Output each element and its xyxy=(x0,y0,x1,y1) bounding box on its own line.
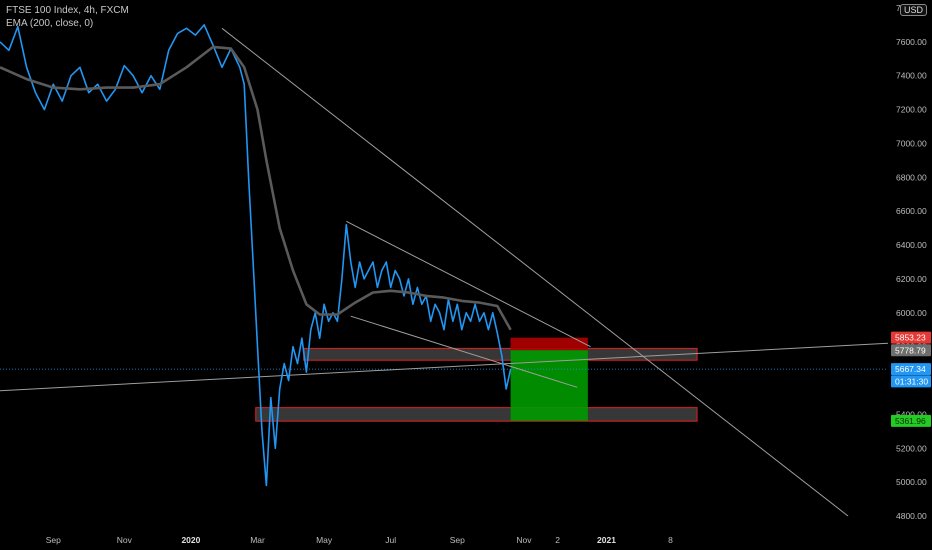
y-tick-label: 7000.00 xyxy=(896,138,927,148)
currency-badge[interactable]: USD xyxy=(899,4,927,16)
x-tick-label: 8 xyxy=(668,535,673,545)
price-tag-label: 5778.79 xyxy=(895,345,926,355)
price-tag-label: 5667.34 xyxy=(895,364,926,374)
price-tag[interactable] xyxy=(891,344,931,357)
x-tick-label: Nov xyxy=(117,535,133,545)
y-tick-label: 6400.00 xyxy=(896,240,927,250)
y-tick-label: 4800.00 xyxy=(896,511,927,521)
y-tick-label: 6200.00 xyxy=(896,274,927,284)
x-tick-label: Mar xyxy=(250,535,265,545)
x-tick-label: May xyxy=(316,535,333,545)
y-tick-label: 6000.00 xyxy=(896,308,927,318)
indicator-title[interactable]: EMA (200, close, 0) xyxy=(6,18,94,29)
chart-legend: FTSE 100 Index, 4h, FXCM EMA (200, close… xyxy=(6,4,129,30)
x-tick-label: Sep xyxy=(46,535,61,545)
trendline-3[interactable] xyxy=(346,220,591,348)
y-tick-label: 5000.00 xyxy=(896,477,927,487)
x-tick-label: Nov xyxy=(516,535,532,545)
x-tick-label: 2 xyxy=(555,535,560,545)
position-target-area[interactable] xyxy=(510,350,588,421)
y-tick-label: 7200.00 xyxy=(896,105,927,115)
price-tag-label: 01:31:30 xyxy=(895,376,928,386)
symbol-title[interactable]: FTSE 100 Index, 4h, FXCM xyxy=(6,5,129,16)
trendline-1[interactable] xyxy=(221,27,849,517)
y-tick-label: 5400.00 xyxy=(896,409,927,419)
trendline-2[interactable] xyxy=(0,342,889,392)
y-tick-label: 7600.00 xyxy=(896,37,927,47)
price-tag[interactable] xyxy=(891,331,931,344)
x-tick-label: Jul xyxy=(385,535,396,545)
price-tag[interactable] xyxy=(891,414,931,427)
position-stop-area[interactable] xyxy=(510,337,588,351)
y-tick-label: 7400.00 xyxy=(896,71,927,81)
price-tag[interactable] xyxy=(891,375,931,388)
support-zone[interactable] xyxy=(255,407,698,422)
y-tick-label: 6800.00 xyxy=(896,172,927,182)
x-tick-label: 2021 xyxy=(597,535,616,545)
price-series-line[interactable] xyxy=(0,24,512,487)
y-tick-label: 6600.00 xyxy=(896,206,927,216)
price-tag[interactable] xyxy=(891,363,931,376)
ema-series-line[interactable] xyxy=(0,45,512,331)
trendline-4[interactable] xyxy=(350,315,578,388)
x-tick-label: 2020 xyxy=(181,535,200,545)
y-tick-label: 5200.00 xyxy=(896,443,927,453)
price-tag-label: 5361.96 xyxy=(895,416,926,426)
price-tag-label: 5853.23 xyxy=(895,333,926,343)
x-tick-label: Sep xyxy=(450,535,465,545)
